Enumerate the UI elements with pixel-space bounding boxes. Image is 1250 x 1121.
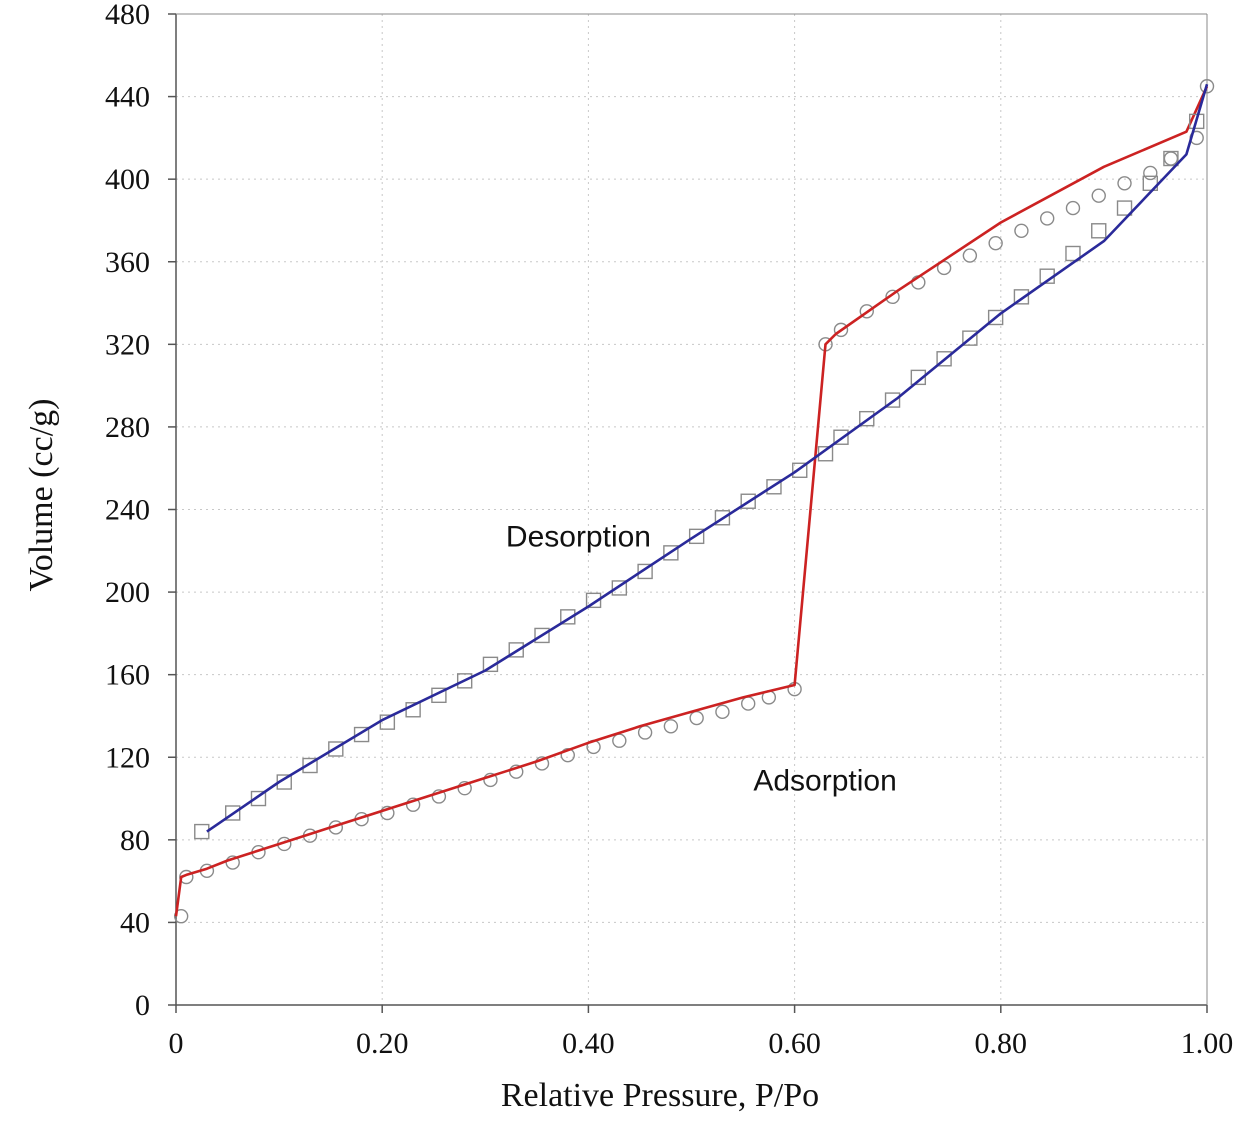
y-tick-label: 200 bbox=[105, 576, 150, 609]
desorption-line bbox=[206, 83, 1209, 833]
adsorption-marker bbox=[431, 789, 447, 804]
y-tick-label: 80 bbox=[120, 824, 150, 857]
y-tick-label: 40 bbox=[120, 906, 150, 939]
adsorption-marker bbox=[741, 696, 756, 711]
adsorption-marker bbox=[483, 772, 498, 788]
y-tick-label: 400 bbox=[105, 163, 150, 196]
y-tick-label: 480 bbox=[105, 0, 150, 31]
adsorption-marker bbox=[1039, 211, 1055, 226]
adsorption-marker bbox=[173, 909, 189, 924]
y-tick-label: 440 bbox=[105, 81, 150, 114]
series-layer bbox=[173, 79, 1215, 924]
adsorption-marker bbox=[663, 719, 679, 734]
adsorption-marker bbox=[1117, 176, 1132, 191]
adsorption-marker bbox=[1163, 151, 1179, 166]
desorption-marker bbox=[663, 545, 679, 561]
desorption-marker bbox=[250, 790, 267, 807]
adsorption-marker bbox=[859, 304, 874, 319]
adsorption-marker bbox=[637, 725, 653, 740]
annotation-desorption: Desorption bbox=[506, 521, 651, 554]
y-tick-label: 280 bbox=[105, 411, 150, 444]
adsorption-marker bbox=[405, 797, 421, 812]
desorption-marker bbox=[936, 351, 952, 367]
desorption-marker bbox=[560, 609, 576, 625]
adsorption-marker bbox=[689, 710, 704, 726]
y-tick-label: 0 bbox=[135, 989, 150, 1022]
desorption-marker bbox=[740, 493, 756, 509]
adsorption-marker bbox=[534, 756, 550, 771]
desorption-marker bbox=[353, 726, 370, 743]
desorption-marker bbox=[585, 592, 602, 609]
adsorption-line bbox=[174, 85, 1209, 917]
desorption-marker bbox=[225, 805, 241, 821]
adsorption-marker bbox=[715, 704, 730, 720]
desorption-marker bbox=[1091, 223, 1107, 239]
y-tick-label: 320 bbox=[105, 328, 150, 361]
adsorption-marker bbox=[962, 248, 978, 263]
y-tick-labels: 0 40 80 120 160 200 240 280 320 360 400 440 480 bbox=[105, 0, 150, 1022]
x-tick-label: 0.60 bbox=[768, 1027, 821, 1060]
desorption-marker bbox=[1116, 200, 1133, 216]
desorption-marker bbox=[766, 479, 782, 495]
annotations-layer: Desorption Adsorption bbox=[506, 521, 897, 798]
y-tick-label: 240 bbox=[105, 494, 150, 527]
desorption-marker bbox=[962, 330, 978, 346]
desorption-marker bbox=[302, 757, 318, 774]
desorption-marker bbox=[884, 392, 901, 408]
desorption-marker bbox=[194, 823, 210, 840]
x-tick-label: 0.20 bbox=[356, 1027, 409, 1060]
adsorption-marker bbox=[560, 747, 575, 763]
desorption-marker bbox=[611, 580, 628, 596]
x-tick-labels: 0 0.20 0.40 0.60 0.80 1.00 bbox=[169, 1027, 1234, 1060]
desorption-marker bbox=[910, 369, 927, 386]
desorption-marker bbox=[688, 528, 705, 545]
adsorption-marker bbox=[1014, 223, 1029, 238]
adsorption-marker bbox=[457, 781, 472, 796]
desorption-marker bbox=[859, 410, 875, 427]
desorption-marker bbox=[1188, 113, 1205, 130]
x-tick-label: 0.80 bbox=[975, 1027, 1028, 1060]
desorption-marker bbox=[792, 462, 808, 478]
adsorption-marker bbox=[988, 235, 1003, 251]
adsorption-marker bbox=[1065, 200, 1081, 216]
desorption-marker bbox=[534, 627, 550, 644]
y-tick-label: 360 bbox=[105, 246, 150, 279]
adsorption-marker bbox=[612, 733, 627, 748]
desorption-marker bbox=[456, 673, 473, 689]
x-tick-label: 1.00 bbox=[1181, 1027, 1234, 1060]
desorption-marker bbox=[714, 510, 731, 526]
adsorption-marker bbox=[509, 764, 524, 779]
desorption-marker bbox=[1013, 289, 1030, 305]
desorption-marker bbox=[833, 429, 849, 445]
y-tick-label: 120 bbox=[105, 741, 150, 774]
adsorption-marker bbox=[1199, 79, 1215, 94]
x-tick-label: 0.40 bbox=[562, 1027, 615, 1060]
y-tick-label: 160 bbox=[105, 659, 150, 692]
adsorption-marker bbox=[885, 289, 900, 305]
axes-layer bbox=[168, 13, 1208, 1013]
y-axis-title: Volume (cc/g) bbox=[23, 399, 60, 592]
series-adsorption bbox=[173, 79, 1215, 924]
desorption-marker bbox=[1163, 150, 1179, 167]
adsorption-marker bbox=[833, 322, 849, 338]
adsorption-marker bbox=[225, 855, 240, 870]
adsorption-marker bbox=[380, 805, 395, 821]
desorption-marker bbox=[328, 741, 344, 757]
series-desorption bbox=[194, 83, 1209, 840]
desorption-marker bbox=[637, 563, 653, 580]
x-axis-title: Relative Pressure, P/Po bbox=[501, 1077, 819, 1114]
adsorption-marker bbox=[1143, 165, 1158, 181]
desorption-marker bbox=[508, 642, 524, 658]
x-tick-label: 0 bbox=[169, 1027, 184, 1060]
desorption-marker bbox=[1065, 245, 1081, 262]
annotation-adsorption: Adsorption bbox=[753, 764, 896, 797]
adsorption-marker bbox=[1091, 188, 1106, 203]
adsorption-marker bbox=[179, 869, 194, 885]
desorption-marker bbox=[987, 309, 1004, 326]
grid-layer bbox=[176, 13, 1207, 1005]
